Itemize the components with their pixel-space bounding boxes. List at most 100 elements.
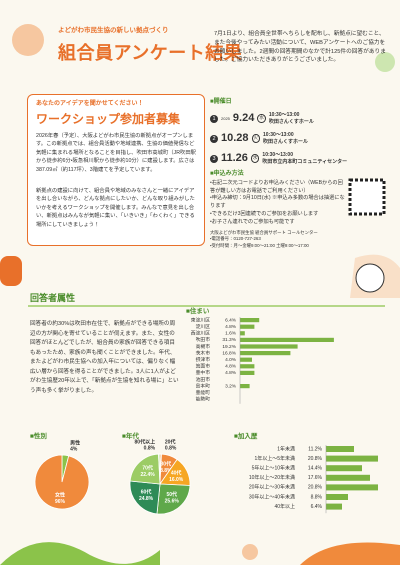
bar [326,455,378,462]
value-label: 4.8% [225,370,237,376]
category-label: 10年以上～20年未満 [249,474,295,481]
bar [326,484,378,491]
bar [240,337,334,342]
category-label: 西淀川区 [191,330,210,337]
session-info: 10:30～13:00 吹田市立内本町コミュニティセンター [262,152,347,165]
section-heading: 回答者属性 [30,293,76,303]
category-label: 摂津市 [196,356,211,363]
schedule-heading: ■開催日 [210,99,232,105]
session-year: 2025 [221,115,230,121]
slice-value: 0.8% [165,445,177,451]
decor-blob [0,542,160,565]
session-info: 10:30～13:00 吹田さんくすホール [263,132,308,145]
slice-category: 男性 [69,440,80,447]
chart-title: ■住まい [186,306,210,315]
value-label: 17.6% [308,475,323,481]
application-items: ・右記二次元コードよりお申込みください（WEBからの回答が難しい方はお電話でご利… [210,180,345,227]
session-info: 10:30～13:00 吹田さんくすホール [269,112,314,125]
category-label: 1年以上～5年未満 [254,455,295,462]
session: 2 10.28 火 10:30～13:00 吹田さんくすホール [210,130,390,147]
decor-blob [12,24,44,56]
session-date: 11.26 [221,152,248,165]
category-label: 茨木市 [196,349,211,356]
session-time: 10:30～13:00 [268,112,300,119]
workshop-lead: あなたのアイデアを聞かせてください！ [36,101,144,107]
intro-text: 7月1日より、組合員全世帯へちらしを配布し、新拠点に望むこと、また今後やってみた… [214,31,386,64]
session-number: 1 [210,114,218,123]
schedule: ■開催日 1 2025 9.24 水 10:30～13:00 吹田さんくすホール 2 10.2… [210,98,390,249]
respondents-text: 回答者の約30%は吹田市在住で、新拠点ができる場所の周辺の方が関心を寄せているこ… [30,321,179,394]
bar [240,318,260,323]
slice-category: 50代 [166,491,177,498]
workshop-title: ワークショップ参加者募集 [36,112,181,126]
value-label: 16.8% [222,350,236,356]
category-label: 40年以上 [274,503,295,510]
pie-slice [34,454,90,510]
session-date: 9.24 [232,112,255,125]
slice-value: 22.4% [141,472,156,478]
category-label: 淀川区 [196,323,211,330]
bar [240,324,255,329]
decor-blob [0,256,22,286]
value-label: 3.2% [225,383,237,389]
chart-title: ■加入歴 [234,431,258,440]
value-label: 4.8% [225,324,237,330]
slice-value: 16.0% [169,477,184,483]
value-label: 6.4% [225,317,237,323]
pie-slice [156,483,191,515]
session-weekday: 火 [251,134,261,144]
bar [326,465,362,472]
application-item: ・できるだけ3回連続でのご参加をお願いします [210,210,319,217]
chart-title: ■年代 [122,431,139,440]
slice-value: 96% [55,499,66,505]
value-label: 20.8% [308,485,323,491]
contact: 大阪よどがわ市民生協 組合員サポート コールセンター ・電話番号：0120-727… [210,230,390,250]
slice-category: 30代 [161,460,172,467]
slice-value: 0.8% [144,445,156,451]
application-item: ・お子さん連れでのご参加も可能です [210,218,295,225]
slice-category: 70代 [142,464,153,471]
application-item: ・申込み締切：9月10日(水) ※申込み多数の場合は抽選になります [210,195,345,210]
session-time: 10:30～13:00 [262,152,293,159]
value-label: 4.0% [225,357,237,363]
contact-line: ・受付時間：月～金曜9:00～21:00 土曜9:00～17:00 [210,242,309,248]
bar [240,384,250,389]
qr-code [348,178,386,216]
category-label: 池田市 [196,376,211,383]
pie-slice [129,453,161,485]
session-venue: 吹田市立内本町コミュニティセンター [262,158,348,165]
value-label: 11.2% [308,446,322,452]
category-label: 東淀川区 [191,316,210,323]
session-weekday: 水 [257,114,266,124]
category-label: 豊中市 [196,369,211,376]
value-label: 8.8% [311,494,323,500]
category-label: 20年以上～30年未満 [249,484,295,491]
contact-line: ・電話番号：0120-727-263 [210,236,261,242]
session: 1 2025 9.24 水 10:30～13:00 吹田さんくすホール [210,110,390,127]
slice-category: 40代 [171,469,182,476]
value-label: 1.6% [225,331,237,337]
page-title: 組合員アンケート結果 [58,43,243,63]
session-number: 3 [210,154,218,163]
kicker: よどがわ市民生協の新しい拠点づくり [58,27,169,34]
value-label: 19.2% [222,344,236,350]
bar [326,494,348,500]
slice-category: 80代以上 [135,438,156,445]
slice-value: 8.8% [160,468,172,474]
session-venue: 吹田さんくすホール [263,138,309,145]
session-weekday: 水 [250,154,260,164]
category-label: 島本町 [196,382,211,389]
slice-value: 25.6% [165,498,180,504]
bar [326,503,342,510]
session-time: 10:30～13:00 [263,132,294,139]
bar [240,357,252,362]
category-label: 1年未満 [277,445,295,452]
bar [240,364,255,369]
decor-blob [242,544,258,560]
bar [326,446,354,452]
value-label: 4.8% [225,364,237,370]
session-date: 10.28 [221,132,249,145]
slice-category: 60代 [141,489,152,496]
category-label: 高槻市 [196,343,211,350]
